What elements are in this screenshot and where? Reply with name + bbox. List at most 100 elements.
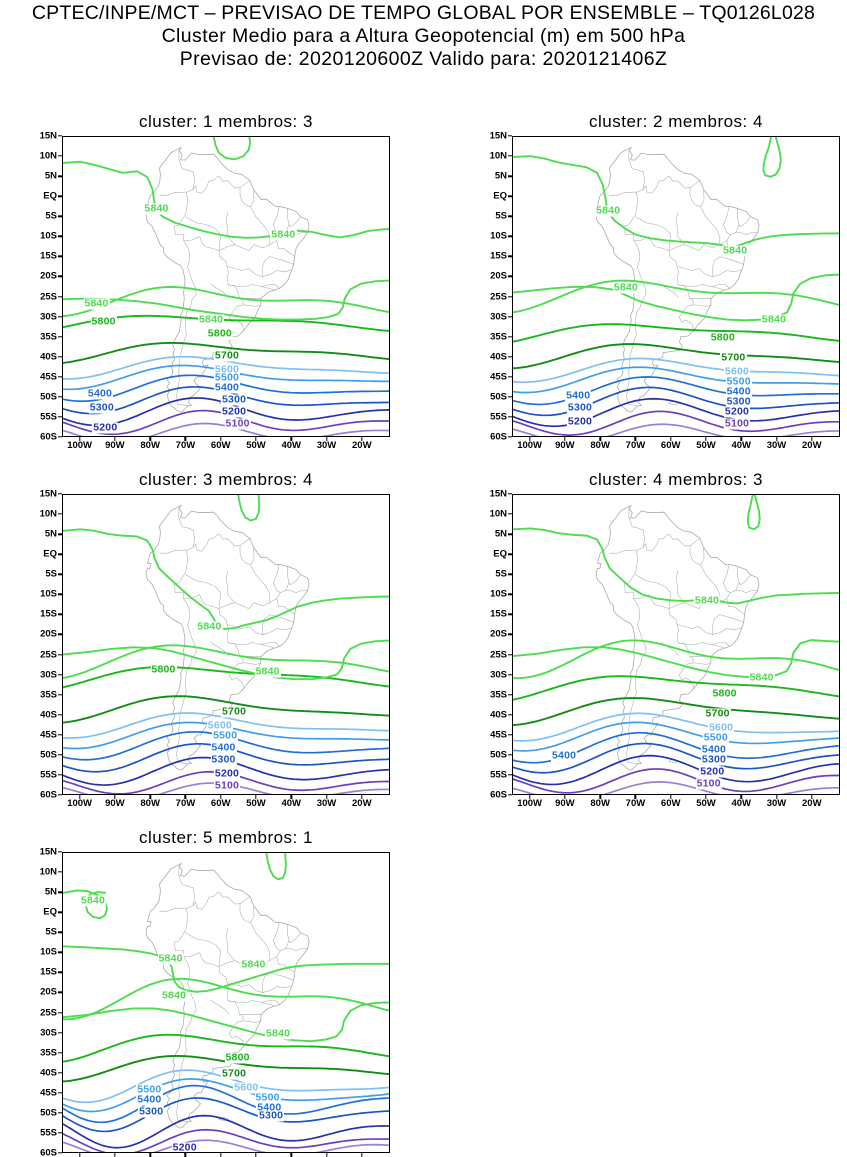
map-outline-3	[145, 504, 310, 771]
contour-label: 5840	[196, 620, 223, 633]
y-axis-tick-label: 15S	[490, 250, 507, 262]
contour-label: 5300	[258, 1109, 285, 1122]
contour-lines-4	[513, 495, 839, 794]
contour-label: 5600	[206, 719, 233, 732]
x-axis-tick-mark	[361, 1153, 363, 1157]
y-axis-tick-mark	[58, 1072, 62, 1074]
y-axis-tick-label: 10N	[489, 150, 507, 162]
y-axis-tick-label: 5S	[495, 210, 507, 222]
x-axis-tick-mark	[740, 795, 742, 799]
panel-title-4: cluster: 4 membros: 3	[589, 470, 763, 489]
y-axis-tick-label: EQ	[493, 548, 507, 560]
plot-area-1: 5840 5840 5840 5840 5800 5800 5700 5600 5500 5400…	[40, 131, 390, 451]
contour-label: 5840	[240, 958, 267, 971]
contour-label: 5840	[722, 244, 749, 257]
plot-area-5: 5840 5840 5840 5840 5840 5800 5700 5600 5500 5500…	[40, 847, 390, 1157]
plot-area-3: 5840 5840 5800 5700 5600 5500 5400 5300 5200 5100…	[40, 489, 390, 809]
x-axis-tick-label: 50W	[696, 440, 716, 451]
x-axis-tick-mark	[705, 437, 707, 441]
x-axis-tick-mark	[325, 795, 328, 799]
y-axis-tick-label: 10S	[40, 230, 57, 242]
y-axis-tick-mark	[58, 1092, 62, 1094]
x-axis-tick-mark	[220, 795, 222, 799]
x-axis-tick-label: 90W	[555, 440, 575, 451]
contour-label: 5500	[212, 729, 239, 742]
x-axis-tick-label: 40W	[281, 440, 302, 451]
x-axis-tick-mark	[634, 795, 637, 799]
contour-label: 5200	[171, 1141, 198, 1153]
x-axis-tick-mark	[290, 795, 292, 799]
y-axis-tick-mark	[58, 135, 62, 137]
x-axis-tick-label: 60W	[210, 440, 231, 451]
x-axis-tick-mark	[361, 437, 363, 441]
contour-label: 5500	[254, 1091, 281, 1104]
y-axis-tick-label: EQ	[493, 190, 507, 202]
contour-label: 5400	[565, 389, 592, 402]
cluster-panel-4: cluster: 4 membros: 3 5840 5840 5800 5700 560…	[490, 470, 840, 809]
y-axis-tick-mark	[508, 315, 512, 318]
y-axis-tick-mark	[508, 175, 512, 177]
y-axis-tick-mark	[508, 135, 512, 137]
y-axis-tick-mark	[508, 673, 512, 676]
x-axis-tick-label: 20W	[352, 798, 372, 809]
y-axis-tick-mark	[58, 1031, 62, 1034]
contour-label: 5600	[213, 363, 241, 376]
y-axis-tick-mark	[58, 155, 62, 157]
x-axis-tick-label: 30W	[766, 798, 787, 809]
y-axis-tick-label: 25S	[490, 291, 507, 303]
plot-frame-3: 5840 5840 5800 5700 5600 5500 5400 5300 5200 5100	[62, 494, 390, 795]
y-axis-tick-mark	[508, 734, 512, 736]
contour-label: 5200	[566, 415, 594, 428]
y-axis-tick-label: 50S	[40, 391, 57, 403]
x-axis-tick-mark	[255, 437, 257, 441]
x-axis-tick-label: 70W	[175, 798, 196, 809]
x-axis-tick-mark	[114, 437, 116, 441]
y-axis-tick-label: 40S	[40, 1067, 57, 1079]
y-axis-tick-label: 15N	[489, 130, 507, 142]
y-axis-tick-mark	[508, 653, 512, 656]
y-axis-tick-label: 10S	[490, 230, 507, 242]
contour-label: 5840	[157, 952, 184, 965]
y-axis-tick-label: 5S	[45, 568, 57, 580]
contour-label: 5840	[161, 989, 188, 1001]
contour-label: 5500	[213, 371, 241, 384]
x-axis-tick-label: 100W	[517, 798, 543, 809]
x-axis-tick-label: 70W	[625, 798, 646, 809]
cluster-panel-3: cluster: 3 membros: 4 5840 5840 5800 5700 560…	[40, 470, 390, 809]
x-axis-tick-label: 20W	[802, 798, 822, 809]
y-axis-tick-label: 40S	[490, 709, 507, 721]
contour-label: 5800	[711, 687, 738, 700]
x-axis-tick-mark	[149, 795, 151, 799]
x-axis-tick-mark	[811, 795, 813, 799]
x-axis-tick-label: 90W	[105, 440, 125, 451]
y-axis-tick-label: 55S	[490, 769, 507, 781]
y-axis-tick-mark	[58, 175, 62, 177]
cluster-panel-5: cluster: 5 membros: 1 5840 5840 5840 5840 584…	[40, 828, 390, 1157]
x-axis-tick-mark	[325, 1153, 328, 1157]
y-axis-tick-mark	[508, 693, 512, 696]
x-axis-tick-mark	[255, 1153, 257, 1157]
y-axis-tick-label: 35S	[40, 689, 57, 701]
contour-label: 5700	[221, 1067, 248, 1080]
y-axis-tick-label: 60S	[490, 789, 507, 801]
y-axis-tick-label: 35S	[40, 1047, 57, 1059]
y-axis-tick-label: 50S	[40, 1107, 57, 1119]
x-axis-tick-mark	[670, 437, 672, 441]
y-axis-tick-label: 60S	[40, 789, 57, 801]
contour-label: 5300	[725, 395, 752, 408]
cluster-panel-2: cluster: 2 membros: 4 5840 5840 5840 5840 580…	[490, 112, 840, 451]
contour-label: 5100	[213, 779, 241, 792]
x-axis-tick-mark	[78, 1153, 81, 1157]
y-axis-tick-mark	[508, 633, 512, 636]
y-axis-tick-mark	[58, 774, 62, 776]
x-axis-tick-label: 20W	[352, 440, 372, 451]
x-axis-tick-label: 100W	[517, 440, 543, 451]
y-axis-tick-mark	[58, 1152, 62, 1154]
contour-label: 5400	[86, 387, 114, 400]
y-axis-tick-mark	[58, 693, 62, 696]
contour-label: 5840	[83, 297, 110, 310]
y-axis-tick-mark	[58, 734, 62, 736]
x-axis-tick-label: 80W	[590, 798, 610, 809]
y-axis-tick-label: 45S	[40, 1087, 57, 1099]
header-line-3: Previsao de: 2020120600Z Valido para: 20…	[179, 48, 668, 70]
